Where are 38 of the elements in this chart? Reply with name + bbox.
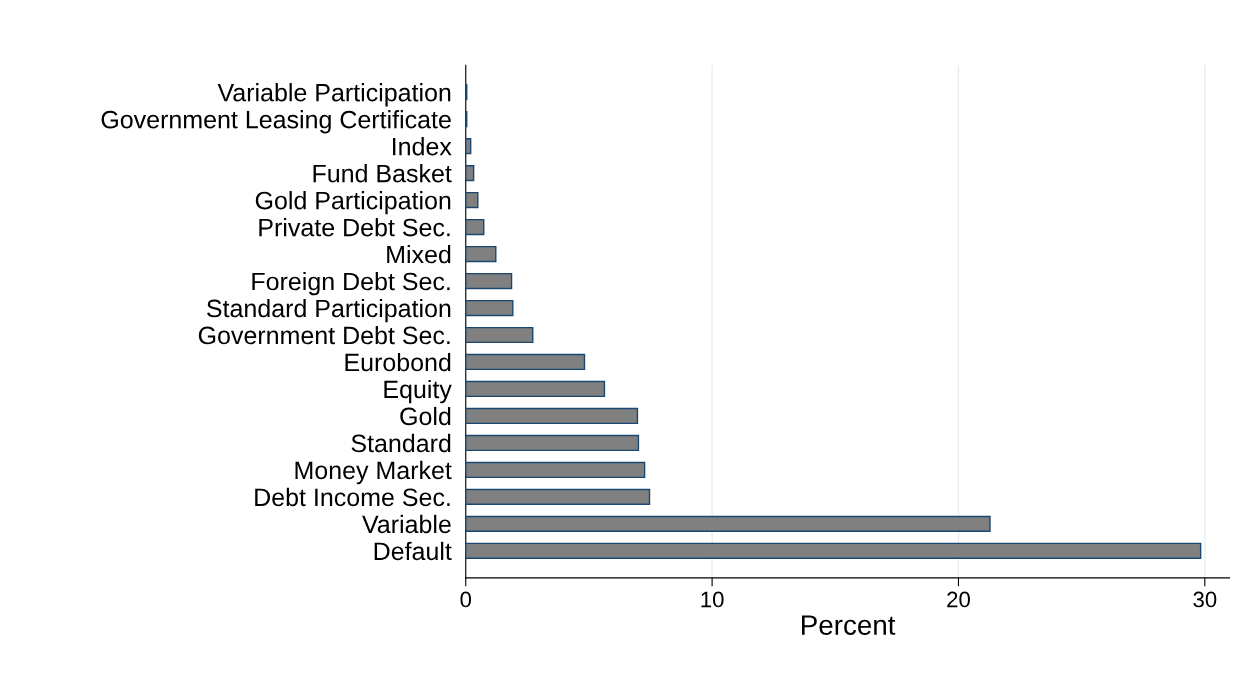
bar xyxy=(465,434,640,452)
bar xyxy=(465,164,475,182)
bar xyxy=(465,245,497,263)
y-tick-label: Mixed xyxy=(387,244,451,264)
y-tick-label: Standard Participation xyxy=(207,298,451,323)
bar xyxy=(465,191,479,209)
bar xyxy=(465,299,514,317)
x-axis-title: Percent xyxy=(802,615,896,635)
bar xyxy=(465,326,534,344)
bar xyxy=(465,353,586,371)
y-tick-label: Private Debt Sec. xyxy=(259,218,450,237)
y-tick-label: Money Market xyxy=(295,460,452,485)
bar xyxy=(465,461,646,479)
y-tick-label: Eurobond xyxy=(345,352,451,372)
y-tick-label: Variable Participation xyxy=(217,83,451,107)
y-tick-label: Foreign Debt Sec. xyxy=(252,271,450,296)
x-tick-label: 10 xyxy=(701,591,724,608)
y-tick-label: Index xyxy=(393,137,452,156)
y-tick-label: Debt Income Sec. xyxy=(255,487,450,507)
bar xyxy=(465,380,606,398)
y-tick-label: Government Debt Sec. xyxy=(198,325,450,345)
x-tick-label: 30 xyxy=(1193,591,1217,608)
bar xyxy=(465,488,651,505)
y-tick-label: Variable xyxy=(362,514,451,534)
y-tick-label: Default xyxy=(374,541,452,561)
x-tick-label: 20 xyxy=(947,591,970,608)
bar xyxy=(465,542,1202,559)
bar xyxy=(465,407,639,425)
bar xyxy=(465,218,485,236)
y-tick-label: Fund Basket xyxy=(313,164,452,183)
y-tick-label: Gold xyxy=(400,406,451,426)
bar xyxy=(465,515,991,532)
y-tick-label: Equity xyxy=(384,379,452,404)
y-tick-label: Government Leasing Certificate xyxy=(101,110,451,134)
x-tick-label: 0 xyxy=(460,591,472,608)
y-tick-label: Gold Participation xyxy=(255,191,451,215)
y-tick-label: Standard xyxy=(351,433,451,453)
bar xyxy=(465,272,513,290)
